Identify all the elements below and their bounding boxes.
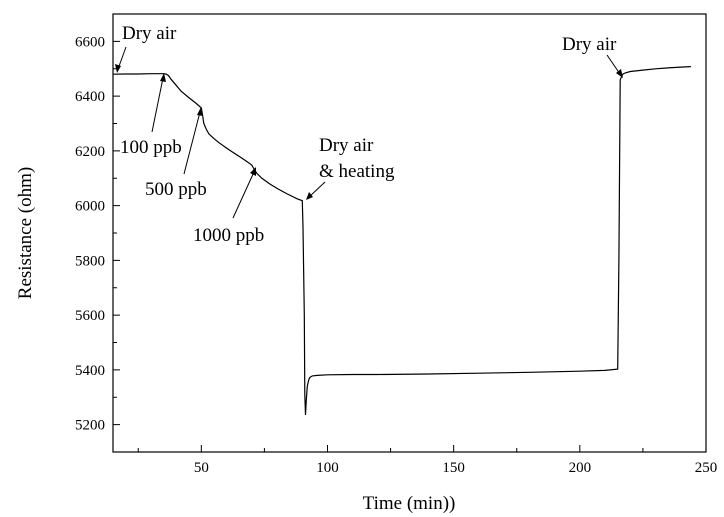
annotation-arrow-dry-air-start: [117, 46, 127, 70]
annotation-arrowhead-dry-air-start: [115, 64, 121, 73]
y-tick-label: 6400: [75, 89, 105, 105]
annotation-dry-air-start: Dry air: [122, 23, 177, 44]
y-axis-title: Resistance (ohm): [15, 167, 36, 299]
annotation-100ppb: 100 ppb: [120, 137, 182, 158]
annotation-arrowhead-100ppb: [160, 73, 166, 82]
annotation-500ppb: 500 ppb: [145, 179, 207, 200]
y-tick-label: 5200: [75, 418, 105, 434]
annotation-dry-air-end: Dry air: [562, 34, 617, 55]
annotation-1000ppb: 1000 ppb: [193, 225, 264, 246]
annotation-arrow-dry-air-end: [606, 54, 621, 75]
y-tick-label: 6200: [75, 144, 105, 160]
annotation-arrowhead-1000ppb: [250, 167, 256, 176]
y-tick-label: 5400: [75, 363, 105, 379]
annotation-arrow-100ppb: [151, 77, 164, 133]
annotation-arrow-500ppb: [183, 111, 201, 175]
tick-group: [113, 13, 707, 453]
annotation-arrowhead-500ppb: [197, 107, 203, 116]
y-tick-label: 6600: [75, 34, 105, 50]
y-tick-label: 5600: [75, 308, 105, 324]
annotation-heating: & heating: [319, 161, 395, 182]
x-tick-label: 50: [194, 460, 209, 476]
annotation-arrow-heating: [308, 181, 326, 198]
series-line: [112, 66, 691, 416]
annotation-arrow-1000ppb: [232, 171, 255, 219]
annotation-dry-air-heating: Dry air: [319, 135, 374, 156]
x-tick-label: 150: [442, 460, 465, 476]
annotation-arrowhead-dry-air-end: [616, 69, 623, 78]
x-tick-label: 200: [569, 460, 592, 476]
tick-label-group: 50 100 150 200 250 5200 5400 5600 5800 6000 6200 64…: [75, 34, 717, 476]
annotation-arrowhead-heating: [306, 192, 313, 200]
x-axis-title: Time (min)): [363, 493, 456, 514]
x-tick-label: 250: [695, 460, 718, 476]
x-tick-label: 100: [316, 460, 339, 476]
y-tick-label: 5800: [75, 253, 105, 269]
y-tick-label: 6000: [75, 199, 105, 215]
